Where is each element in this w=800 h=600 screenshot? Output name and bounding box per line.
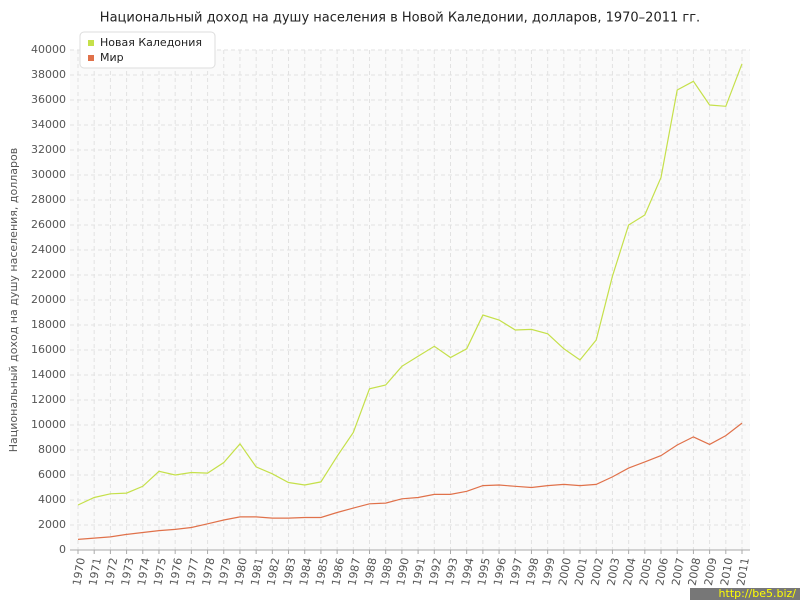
y-tick-label: 38000 [31,68,66,81]
y-tick-label: 2000 [38,518,66,531]
legend: Новая Каледония Мир [79,31,216,69]
x-tick-label: 1996 [491,557,509,587]
x-tick-label: 1980 [232,557,250,587]
y-tick-label: 36000 [31,93,66,106]
x-tick-label: 2006 [653,557,671,587]
legend-label: Мир [100,51,124,64]
x-tick-label: 2002 [588,557,606,587]
x-tick-label: 1999 [540,557,558,587]
watermark-bg [690,588,800,600]
x-tick-label: 1993 [443,557,461,587]
x-tick-label: 2008 [686,557,704,587]
y-tick-label: 8000 [38,443,66,456]
x-tick-label: 1991 [410,557,428,587]
x-tick-label: 2003 [605,557,623,587]
y-tick-label: 0 [59,543,66,556]
x-tick-label: 2007 [669,557,687,587]
chart-title: Национальный доход на душу населения в Н… [100,11,700,26]
x-tick-label: 1992 [427,557,445,587]
legend-swatch [88,55,94,61]
y-tick-label: 40000 [31,43,66,56]
x-tick-label: 1984 [297,557,315,587]
x-tick-label: 2011 [734,557,752,587]
x-tick-label: 1995 [475,557,493,587]
x-tick-label: 1977 [184,557,202,587]
x-tick-label: 1994 [459,557,477,587]
x-tick-label: 1975 [151,557,169,587]
y-tick-label: 14000 [31,368,66,381]
x-tick-label: 1985 [313,557,331,587]
legend-swatch [88,40,94,46]
y-tick-label: 30000 [31,168,66,181]
x-tick-label: 1988 [362,557,380,587]
x-tick-label: 1989 [378,557,396,587]
y-axis-label: Национальный доход на душу населения, до… [7,148,20,452]
y-tick-label: 20000 [31,293,66,306]
x-tick-label: 1998 [524,557,542,587]
x-tick-label: 1981 [248,557,266,587]
x-tick-label: 2005 [637,557,655,587]
series-line [77,422,743,540]
y-tick-label: 16000 [31,343,66,356]
y-tick-label: 28000 [31,193,66,206]
y-tick-label: 12000 [31,393,66,406]
legend-label: Новая Каледония [100,36,202,49]
legend-box [79,31,216,69]
x-tick-label: 2001 [572,557,590,587]
x-tick-label: 1978 [200,557,218,587]
x-tick-label: 1997 [508,557,526,587]
series-line [77,63,743,506]
x-tick-label: 1987 [346,557,364,587]
watermark: http://be5.biz/ [719,587,797,600]
y-tick-label: 4000 [38,493,66,506]
x-tick-label: 1970 [70,557,88,587]
x-tick-label: 1990 [394,557,412,587]
y-tick-label: 10000 [31,418,66,431]
x-tick-label: 1972 [103,557,121,587]
x-tick-label: 2009 [702,557,720,587]
y-tick-label: 24000 [31,243,66,256]
x-tick-label: 1973 [119,557,137,587]
x-tick-label: 2010 [718,557,736,587]
y-tick-label: 22000 [31,268,66,281]
x-tick-label: 1976 [167,557,185,587]
x-tick-label: 1979 [216,557,234,587]
y-tick-label: 34000 [31,118,66,131]
y-tick-label: 26000 [31,218,66,231]
x-tick-label: 1971 [86,557,104,587]
x-tick-label: 2000 [556,557,574,587]
x-tick-label: 2004 [621,557,639,587]
y-tick-label: 6000 [38,468,66,481]
x-tick-label: 1983 [281,557,299,587]
x-tick-label: 1986 [329,557,347,587]
y-tick-label: 18000 [31,318,66,331]
y-tick-label: 32000 [31,143,66,156]
x-tick-label: 1982 [265,557,283,587]
x-tick-label: 1974 [135,557,153,587]
